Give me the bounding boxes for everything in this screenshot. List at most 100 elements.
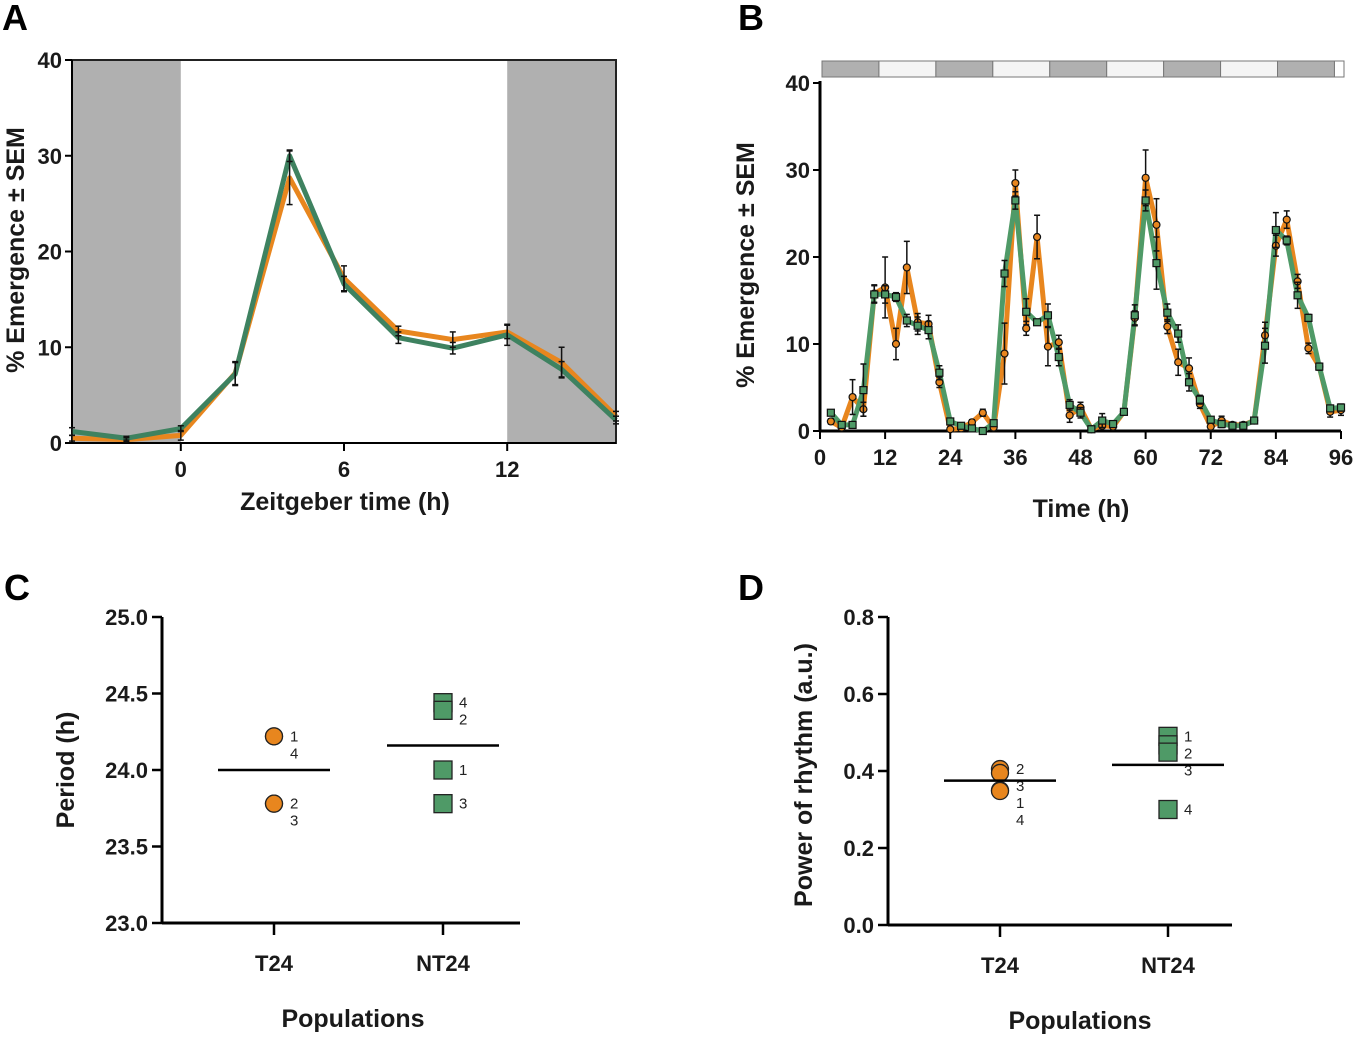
y-tick-label: 25.0 <box>105 605 148 630</box>
light-dark-bar-light <box>878 60 937 78</box>
data-point-square <box>1022 307 1031 316</box>
data-point-square <box>837 420 846 430</box>
category-label-nt24: NT24 <box>416 951 471 976</box>
y-tick-label: 23.5 <box>105 835 148 860</box>
data-point-circle <box>946 425 955 434</box>
data-point-square <box>1076 408 1085 417</box>
y-tick-label: 30 <box>786 158 810 183</box>
data-point-square <box>1217 419 1226 429</box>
data-point-square <box>1108 419 1118 429</box>
data-point-square <box>1158 799 1178 820</box>
y-tick-label: 0.4 <box>843 759 874 784</box>
data-point-circle <box>902 263 911 272</box>
point-label: 3 <box>290 813 298 830</box>
y-tick-label: 0.2 <box>843 836 874 861</box>
y-tick-label: 0.8 <box>843 605 874 630</box>
data-point-circle <box>891 339 901 349</box>
chart-d-ylabel: Power of rhythm (a.u.) <box>790 643 818 907</box>
data-point-square <box>902 316 911 325</box>
y-tick-label: 30 <box>38 144 62 169</box>
data-point-circle <box>990 763 1010 783</box>
data-point-square <box>870 290 879 299</box>
y-tick-label: 40 <box>38 48 62 73</box>
x-tick-label: 12 <box>873 445 897 470</box>
point-label: 1 <box>459 762 467 779</box>
x-tick-label: 0 <box>814 445 826 470</box>
data-point-square <box>1000 269 1009 278</box>
data-point-circle <box>1206 422 1215 431</box>
data-point-square <box>1228 421 1237 430</box>
data-point-circle <box>264 727 284 746</box>
data-point-circle <box>1282 215 1291 224</box>
y-tick-label: 40 <box>786 71 810 96</box>
data-point-circle <box>826 417 835 426</box>
data-point-square <box>1184 378 1194 387</box>
light-dark-bar-light <box>992 60 1051 78</box>
data-point-square <box>1130 311 1139 320</box>
data-point-circle <box>264 794 284 813</box>
x-tick-label: 60 <box>1133 445 1157 470</box>
data-point-square <box>433 700 453 720</box>
chart-a-ylabel: % Emergence ± SEM <box>2 127 30 373</box>
data-point-square <box>1087 425 1096 434</box>
point-label: 2 <box>459 712 467 729</box>
data-point-circle <box>1141 173 1150 182</box>
dark-phase-shading <box>72 60 181 443</box>
chart-a: 0 10 20 30 40 0 6 12 <box>38 48 619 482</box>
data-point-square <box>1065 400 1074 409</box>
y-tick-label: 23.0 <box>105 911 148 936</box>
data-point-square <box>881 290 890 299</box>
category-label-t24: T24 <box>255 951 294 976</box>
data-point-square <box>978 426 987 436</box>
data-point-square <box>1293 291 1302 300</box>
data-point-circle <box>1054 338 1063 347</box>
data-point-square <box>1304 313 1313 322</box>
point-label: 1 <box>1016 795 1024 812</box>
data-point-square <box>1011 196 1020 205</box>
data-point-circle <box>1184 364 1194 373</box>
data-point-square <box>1239 421 1248 430</box>
data-point-square <box>1119 407 1129 416</box>
data-point-circle <box>1011 178 1020 188</box>
data-point-square <box>924 325 933 335</box>
panel-label-c: C <box>4 567 30 608</box>
dark-phase-shading <box>507 60 616 443</box>
data-point-square <box>1158 742 1178 762</box>
data-point-circle <box>1174 358 1183 367</box>
light-dark-bar-end <box>1333 60 1345 78</box>
light-dark-bar-light <box>1106 60 1165 78</box>
data-point-square <box>1174 329 1183 338</box>
light-dark-bar-light <box>1220 60 1279 78</box>
data-point-circle <box>1065 411 1074 420</box>
point-label: 2 <box>1016 761 1024 778</box>
x-tick-label: 36 <box>1003 445 1027 470</box>
point-label: 3 <box>459 796 467 813</box>
y-tick-label: 24.5 <box>105 682 148 707</box>
x-tick-label: 6 <box>338 457 350 482</box>
data-point-square <box>891 292 901 302</box>
x-tick-label: 48 <box>1068 445 1092 470</box>
data-point-square <box>1260 341 1270 350</box>
data-point-square <box>1032 318 1042 327</box>
light-dark-bar-dark <box>935 60 994 78</box>
y-tick-label: 20 <box>38 240 62 265</box>
data-point-square <box>935 368 944 377</box>
data-point-circle <box>1022 324 1031 333</box>
light-dark-bar-dark <box>1277 60 1335 78</box>
y-tick-label: 10 <box>38 335 62 360</box>
panel-label-b: B <box>738 0 764 38</box>
data-point-square <box>433 760 453 780</box>
data-point-square <box>826 408 835 417</box>
point-label: 2 <box>290 796 298 813</box>
category-label-nt24: NT24 <box>1141 953 1196 978</box>
data-point-square <box>1206 415 1215 424</box>
point-label: 3 <box>1184 762 1192 779</box>
x-tick-label: 72 <box>1199 445 1223 470</box>
data-point-circle <box>978 408 987 417</box>
chart-b-xlabel: Time (h) <box>1033 495 1130 523</box>
data-point-circle <box>848 392 857 402</box>
data-point-square <box>1336 403 1346 412</box>
point-label: 2 <box>1184 745 1192 762</box>
